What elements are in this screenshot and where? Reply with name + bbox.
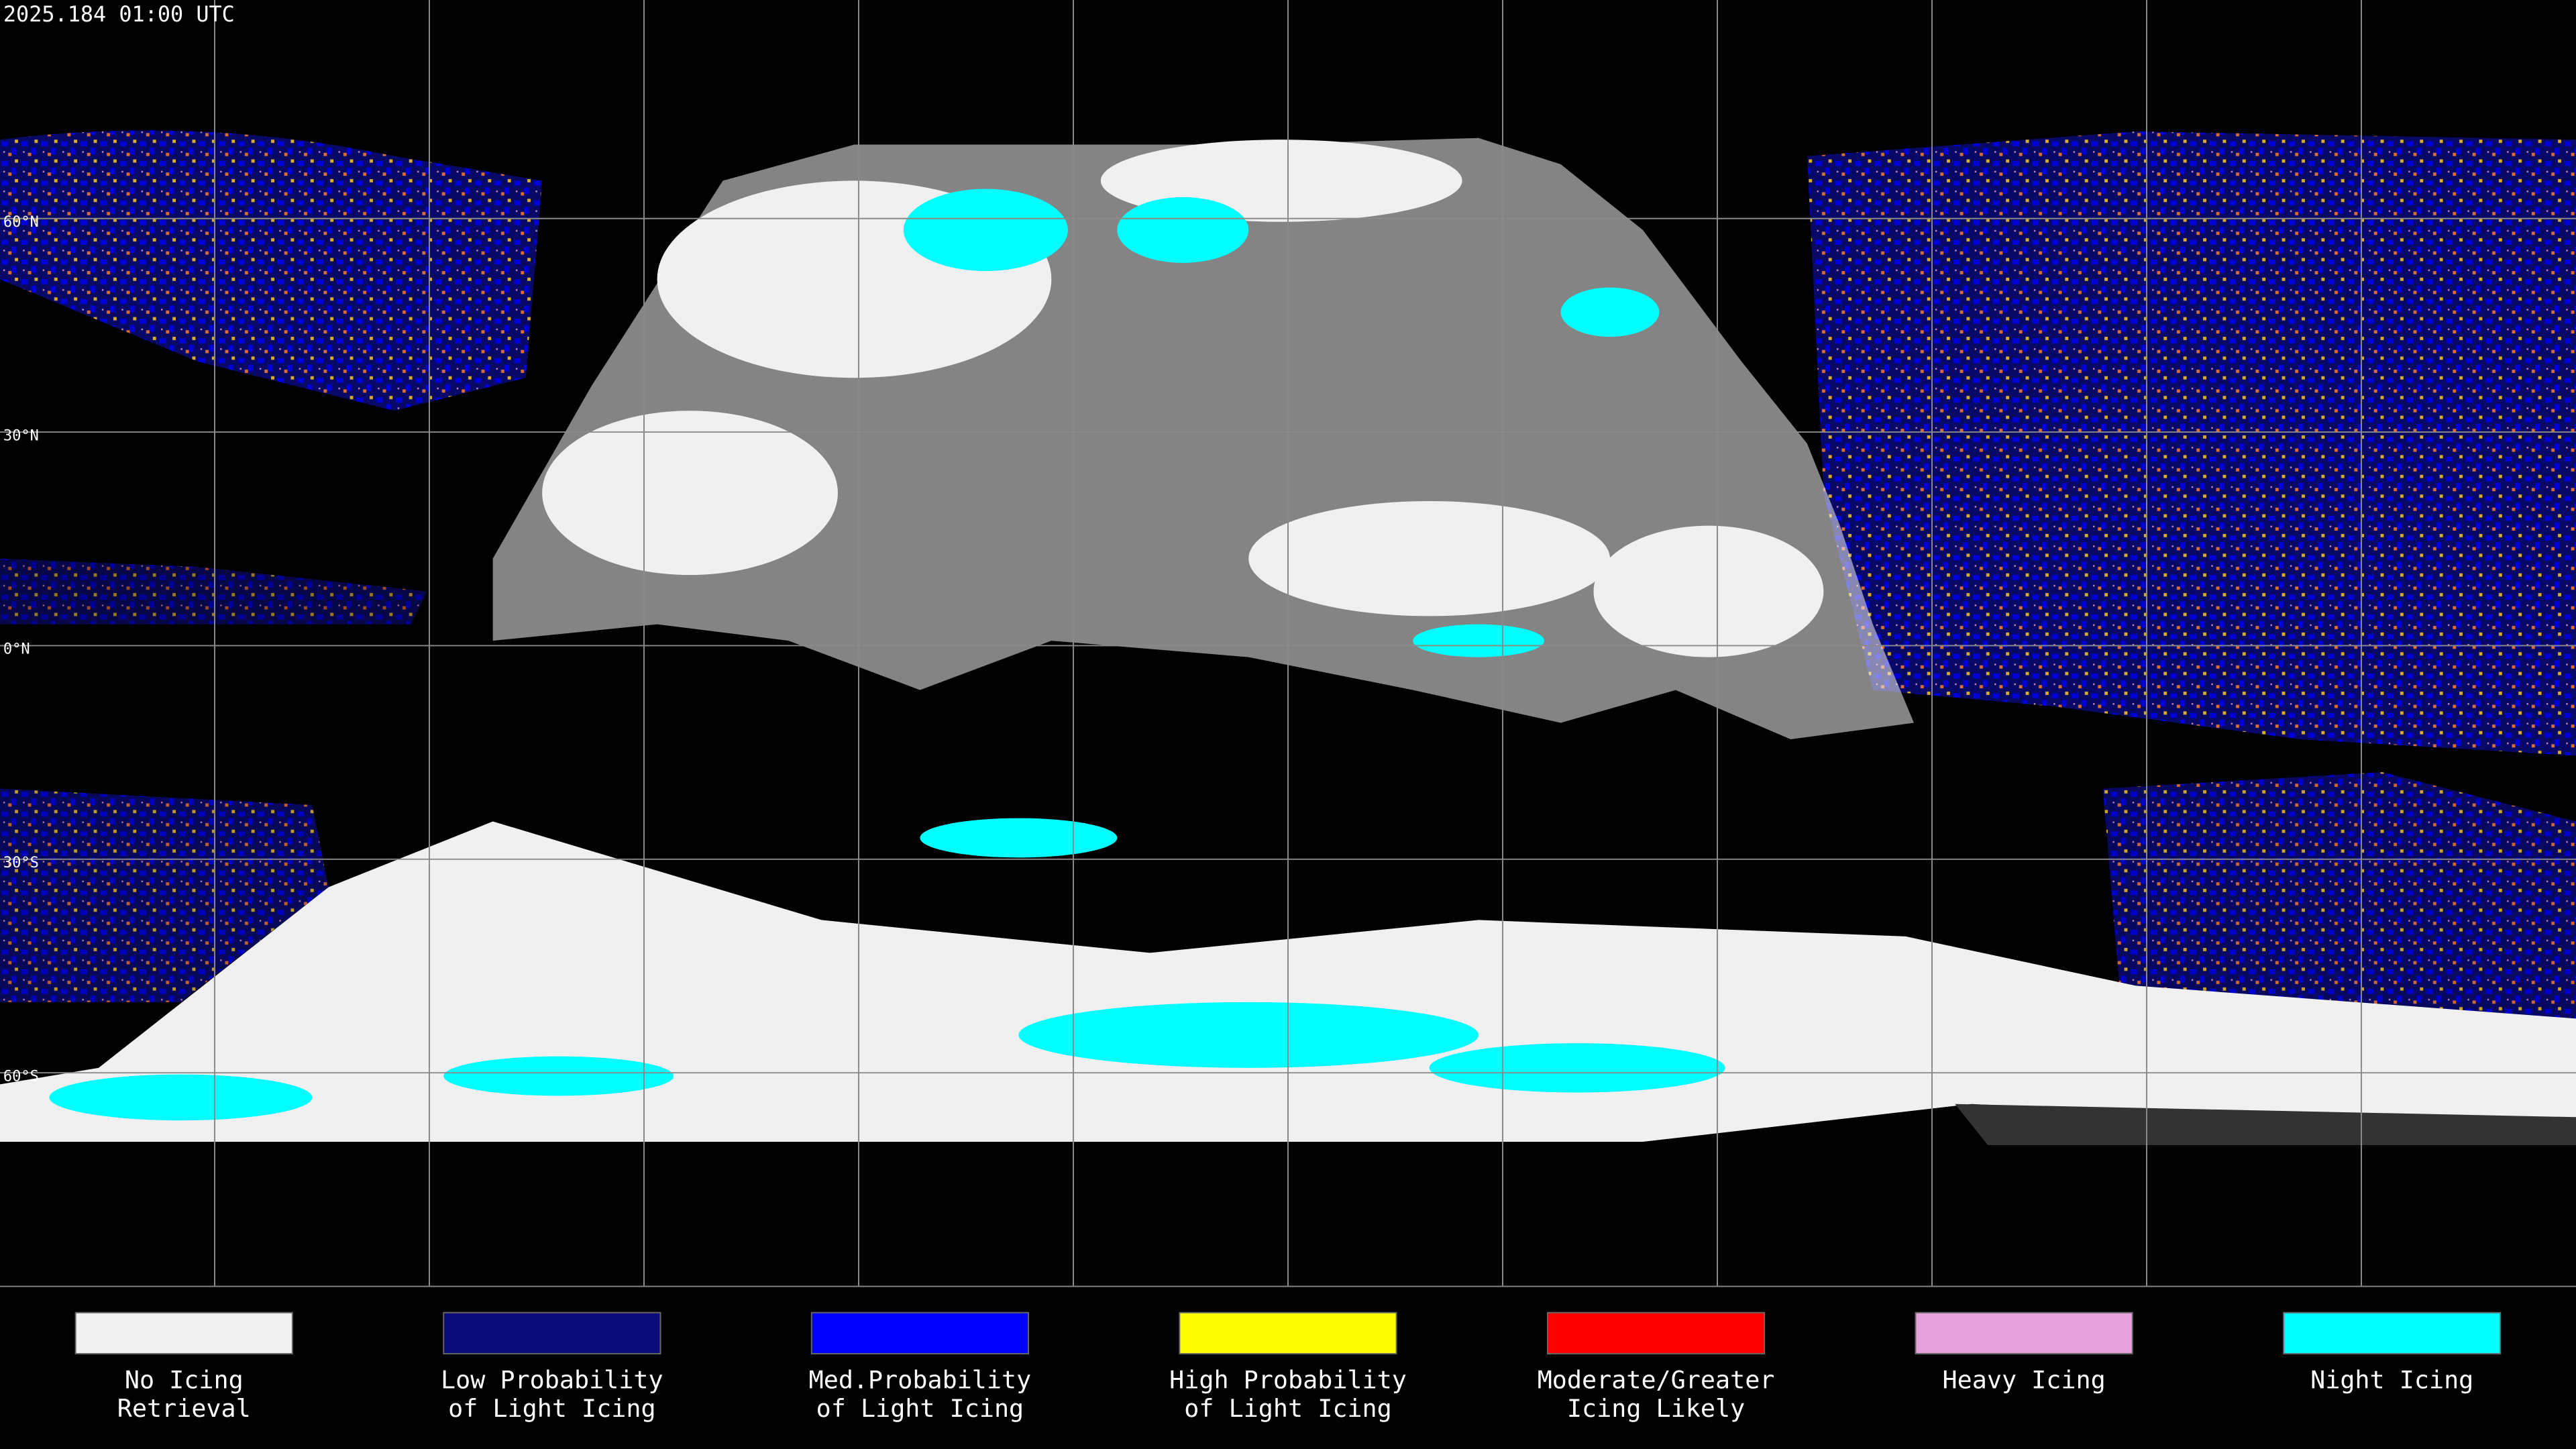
legend-swatch bbox=[74, 1311, 293, 1354]
longitude-grid bbox=[214, 0, 2362, 1287]
legend-label: Heavy Icing bbox=[1943, 1365, 2106, 1394]
legend-swatch bbox=[810, 1311, 1030, 1354]
legend-label: Moderate/Greater bbox=[1538, 1365, 1775, 1394]
latitude-label: 60°S bbox=[3, 1068, 39, 1085]
legend-label: of Light Icing bbox=[1184, 1394, 1392, 1423]
legend-label: Med.Probability bbox=[809, 1365, 1032, 1394]
legend-swatch bbox=[443, 1311, 661, 1354]
latitude-label: 0°N bbox=[3, 641, 30, 658]
legend-swatch bbox=[2283, 1311, 2502, 1354]
legend-label: of Light Icing bbox=[816, 1394, 1024, 1423]
legend-swatch bbox=[1915, 1311, 2133, 1354]
latitude-grid: 60°N 30°N 0°N 30°S 60°S bbox=[0, 214, 2576, 1085]
latitude-label: 30°N bbox=[3, 427, 39, 444]
legend-swatch bbox=[1546, 1311, 1766, 1354]
latitude-label: 60°N bbox=[3, 214, 39, 231]
legend-label: Night Icing bbox=[2310, 1365, 2473, 1394]
legend-label: Low Probability bbox=[441, 1365, 663, 1394]
legend-label: No Icing bbox=[125, 1365, 244, 1394]
timestamp: 2025.184 01:00 UTC bbox=[3, 1, 235, 27]
legend-swatch bbox=[1179, 1311, 1397, 1354]
legend-label: Retrieval bbox=[117, 1394, 251, 1423]
legend-label: of Light Icing bbox=[448, 1394, 655, 1423]
legend-label: High Probability bbox=[1169, 1365, 1407, 1394]
latitude-label: 30°S bbox=[3, 855, 39, 871]
legend-label: Icing Likely bbox=[1567, 1394, 1745, 1423]
